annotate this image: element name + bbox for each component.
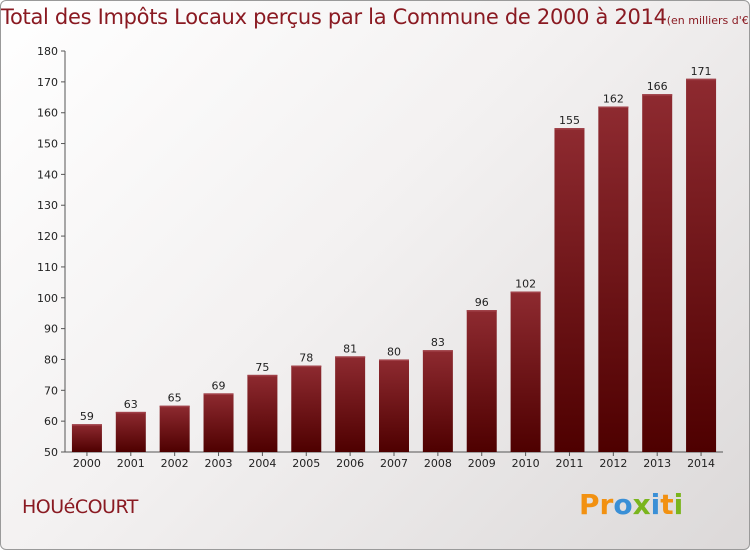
bar-value-label: 83: [431, 336, 445, 349]
bar-top-edge: [335, 356, 366, 358]
bar-value-label: 63: [124, 398, 138, 411]
chart-title: Total des Impôts Locaux perçus par la Co…: [1, 5, 667, 29]
x-axis: 2000 2001 2002 2003 2004 2005 2006 2007 2008 2009…: [65, 451, 723, 470]
bar-top-edge: [510, 291, 541, 294]
proxiti-logo: Proxiti: [579, 488, 683, 521]
bar-value-label: 155: [559, 114, 580, 127]
bar-value-label: 81: [343, 342, 357, 355]
y-axis: 50 60 70 80 90 100 110 120 130 140 150 160 170 180: [37, 45, 66, 459]
bar: [642, 94, 673, 452]
y-tick-label: 70: [44, 384, 58, 397]
x-tick-label: 2004: [248, 457, 276, 470]
x-tick-label: 2009: [468, 457, 496, 470]
y-tick-label: 90: [44, 323, 58, 336]
bar-top-edge: [422, 350, 453, 352]
bar: [422, 350, 453, 452]
bar-top-edge: [159, 405, 190, 408]
x-tick-label: 2001: [117, 457, 145, 470]
y-tick-label: 110: [37, 261, 58, 274]
y-tick-label: 160: [37, 107, 58, 120]
bar-value-label: 65: [168, 392, 182, 405]
bar: [335, 356, 366, 452]
bar: [71, 424, 102, 452]
bar-top-edge: [71, 424, 102, 426]
bar: [291, 365, 322, 452]
x-tick-label: 2013: [643, 457, 671, 470]
bar-top-edge: [598, 106, 629, 109]
bar: [466, 310, 497, 452]
logo-letter: r: [599, 488, 614, 521]
bar-value-label: 96: [475, 296, 489, 309]
logo-letter: i: [673, 488, 684, 521]
x-tick-label: 2005: [292, 457, 320, 470]
bar: [247, 374, 278, 452]
bar-top-edge: [115, 411, 146, 414]
bar-top-edge: [686, 78, 717, 81]
logo-letter: P: [579, 488, 600, 521]
bar-value-label: 80: [387, 345, 401, 358]
chart-subtitle: (en milliers d'€): [666, 14, 750, 27]
y-tick-label: 120: [37, 230, 58, 243]
y-tick-label: 140: [37, 168, 58, 181]
bar: [115, 411, 146, 452]
y-tick-label: 60: [44, 415, 58, 428]
x-tick-label: 2011: [555, 457, 583, 470]
y-tick-label: 100: [37, 292, 58, 305]
bar-top-edge: [203, 393, 234, 395]
logo-letter: t: [660, 488, 674, 521]
x-tick-label: 2007: [380, 457, 408, 470]
bar: [598, 106, 629, 453]
bar-value-label: 78: [299, 352, 313, 365]
x-tick-label: 2012: [599, 457, 627, 470]
logo-letter: i: [650, 488, 661, 521]
bar: [686, 78, 717, 452]
y-tick-label: 180: [37, 45, 58, 58]
bar-top-edge: [554, 128, 585, 130]
y-tick-label: 80: [44, 353, 58, 366]
x-tick-label: 2000: [73, 457, 101, 470]
x-tick-label: 2003: [205, 457, 233, 470]
bar: [159, 405, 190, 452]
bar: [379, 359, 409, 452]
bar-top-edge: [291, 365, 322, 368]
bar-value-label: 59: [80, 410, 94, 423]
bar-value-label: 171: [691, 65, 712, 78]
x-tick-label: 2010: [512, 457, 540, 470]
y-tick-label: 170: [37, 76, 58, 89]
commune-name: HOUéCOURT: [22, 496, 138, 518]
bar-value-label: 69: [212, 379, 226, 392]
bar-top-edge: [466, 310, 497, 312]
bar-value-label: 162: [603, 93, 624, 106]
y-tick-label: 150: [37, 138, 58, 151]
logo-letter: x: [632, 488, 651, 521]
chart-title-block: Total des Impôts Locaux perçus par la Co…: [1, 5, 750, 29]
bar-value-label: 75: [255, 361, 269, 374]
x-tick-label: 2014: [687, 457, 715, 470]
bar-series: 59 63 65 69 75 78 81 80 83 96 102 155 162 166 171: [71, 65, 717, 453]
y-tick-label: 130: [37, 199, 58, 212]
x-tick-label: 2002: [161, 457, 189, 470]
bar-top-edge: [379, 359, 409, 361]
bar: [203, 393, 234, 452]
logo-letter: o: [613, 488, 633, 521]
bar-top-edge: [247, 374, 278, 377]
y-tick-label: 50: [44, 446, 58, 459]
bar-value-label: 166: [647, 80, 668, 93]
bar-value-label: 102: [515, 278, 536, 291]
bar: [554, 128, 585, 452]
x-tick-label: 2006: [336, 457, 364, 470]
bar: [510, 291, 541, 452]
bar-top-edge: [642, 94, 673, 96]
x-tick-label: 2008: [424, 457, 452, 470]
